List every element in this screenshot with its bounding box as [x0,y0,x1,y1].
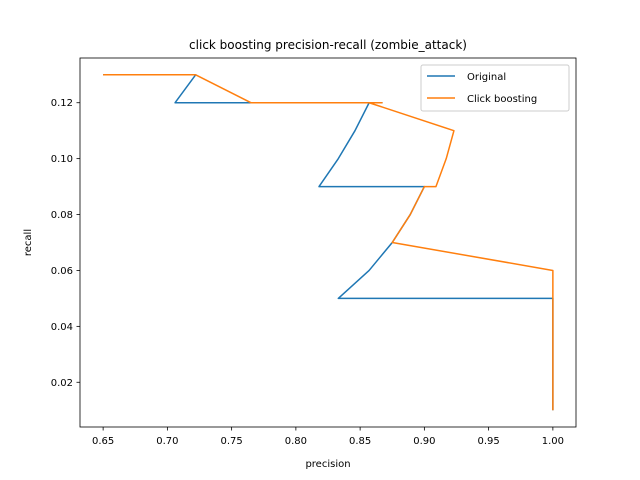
series-layer [103,74,554,411]
y-tick-label: 0.02 [51,378,73,389]
x-tick-label: 0.80 [285,436,307,447]
x-tick-label: 0.85 [349,436,371,447]
y-tick-label: 0.08 [51,210,73,221]
series-line-click-boosting [103,74,554,411]
y-axis-ticks: 0.02 0.04 0.06 0.08 0.10 0.12 [51,98,80,389]
x-tick-label: 1.00 [542,436,564,447]
y-tick-label: 0.12 [51,98,73,109]
y-tick-label: 0.06 [51,266,73,277]
y-axis-label: recall [23,229,34,256]
legend-box [420,64,570,112]
x-axis-label: precision [305,459,350,470]
plot-frame [79,57,577,428]
x-tick-label: 0.90 [413,436,435,447]
x-tick-label: 0.65 [92,436,114,447]
x-tick-label: 0.95 [477,436,499,447]
x-axis-ticks: 0.65 0.70 0.75 0.80 0.85 0.90 0.95 1.00 [92,427,564,447]
y-tick-label: 0.10 [51,154,73,165]
x-tick-label: 0.75 [220,436,242,447]
x-tick-label: 0.70 [156,436,178,447]
legend: Original Click boosting [420,64,570,112]
legend-label-click-boosting: Click boosting [467,94,537,105]
legend-label-original: Original [467,72,506,83]
chart-title: click boosting precision-recall (zombie_… [189,38,467,52]
y-tick-label: 0.04 [51,322,73,333]
